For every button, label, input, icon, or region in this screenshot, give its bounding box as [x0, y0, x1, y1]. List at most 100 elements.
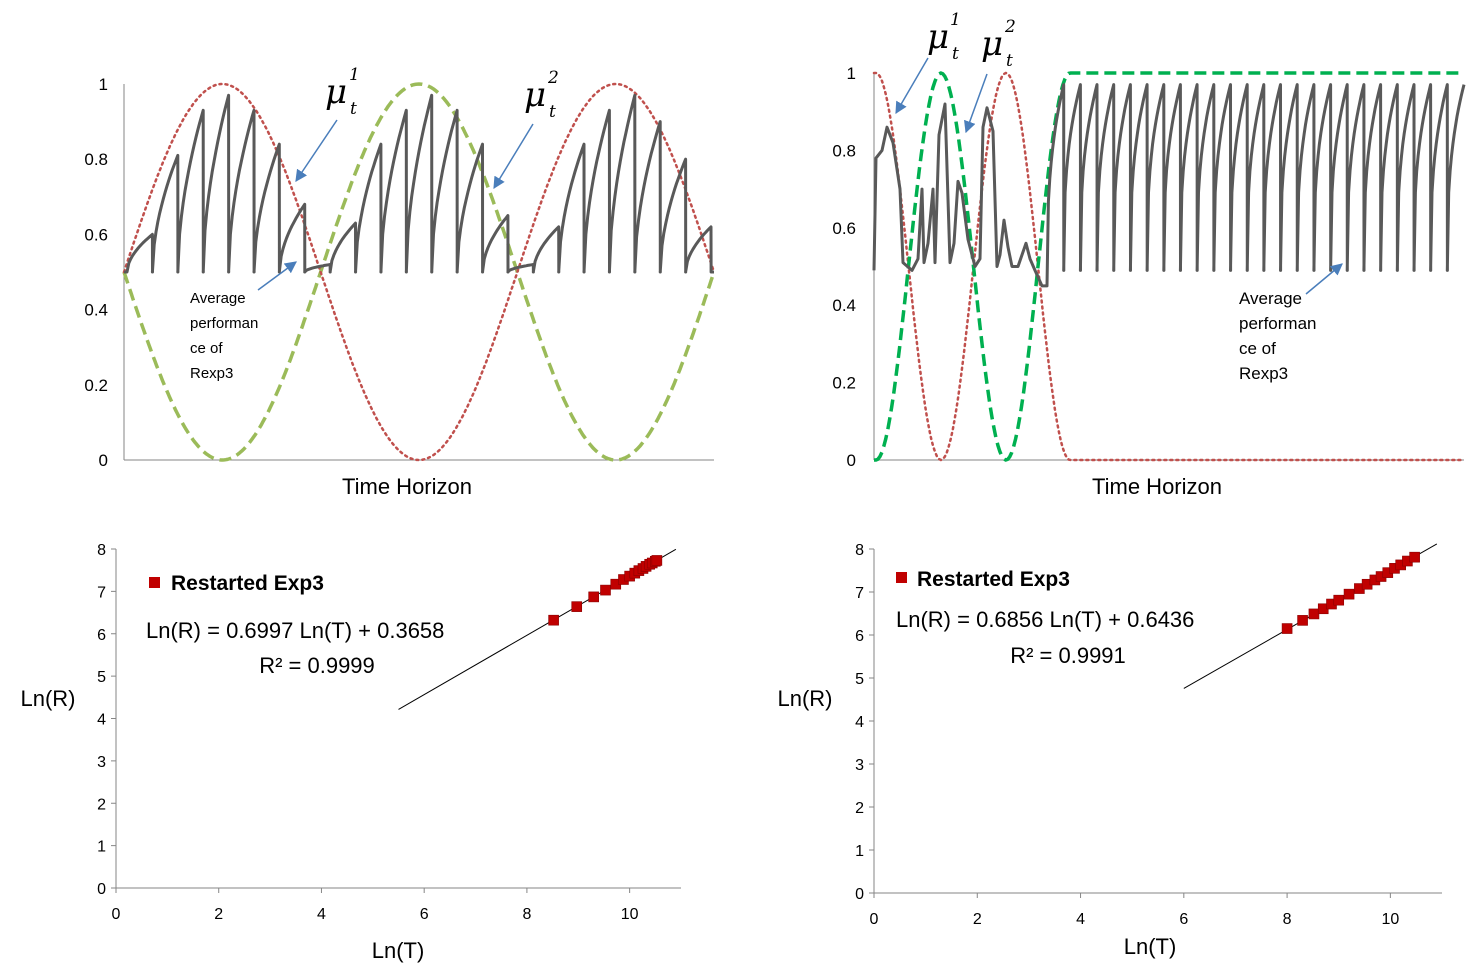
chart-top-right: 00.20.40.60.81 Time Horizon μ t 1 μ t 2 …	[832, 10, 1466, 499]
y-tick-label: 8	[855, 542, 864, 559]
svg-text:Rexp3: Rexp3	[1239, 364, 1288, 383]
svg-text:1: 1	[349, 65, 360, 85]
x-tick-label: 4	[1076, 911, 1085, 928]
y-tick-label: 0.6	[84, 225, 108, 244]
series-mu1-line	[122, 82, 716, 462]
y-axis: 0 0.2 0.4 0.6 0.8 1	[832, 64, 875, 470]
x-axis-label: Time Horizon	[1092, 474, 1222, 499]
y-tick-label: 0.6	[832, 219, 856, 238]
x-tick-label: 10	[1381, 911, 1399, 928]
svg-text:performan: performan	[1239, 314, 1316, 333]
legend-label: Restarted Exp3	[917, 568, 1070, 591]
y-axis-label: Ln(R)	[777, 686, 832, 711]
y-tick-label: 4	[855, 714, 864, 731]
data-point	[600, 584, 611, 596]
average-arrow	[1305, 263, 1343, 295]
data-point	[1308, 608, 1320, 620]
y-tick-label: 6	[97, 627, 106, 644]
legend-label: Restarted Exp3	[171, 572, 324, 595]
svg-text:μ: μ	[981, 24, 1003, 64]
y-tick-label: 2	[97, 796, 106, 813]
x-axis-label: Ln(T)	[372, 938, 425, 963]
y-tick-label: 2	[855, 800, 864, 817]
y-tick-label: 4	[97, 712, 106, 729]
mu1-arrow	[295, 119, 338, 182]
legend-marker	[896, 572, 907, 583]
svg-text:t: t	[1006, 51, 1013, 71]
svg-text:2: 2	[1004, 17, 1016, 37]
r-squared: R² = 0.9999	[259, 653, 375, 678]
x-axis-label: Ln(T)	[1124, 934, 1177, 959]
x-tick-label: 0	[870, 911, 879, 928]
data-point	[1343, 588, 1355, 600]
svg-text:Average: Average	[1239, 289, 1302, 308]
data-point	[1409, 551, 1420, 563]
series-average-line	[872, 83, 1466, 288]
x-tick-label: 8	[522, 906, 531, 923]
mu1-annotation: μ t 1	[325, 65, 360, 119]
x-axis-label: Time Horizon	[342, 474, 472, 499]
svg-text:ce of: ce of	[190, 340, 223, 357]
chart-bottom-left: 0 1 2 3 4 5 6 7 8 0 2 4 6 8 10 Restarted Exp3 Ln(R) = …	[20, 542, 681, 963]
y-tick-label: 0.4	[84, 301, 108, 320]
data-point	[1333, 594, 1345, 606]
y-axis-label: Ln(R)	[20, 686, 75, 711]
svg-text:μ: μ	[524, 75, 546, 115]
r-squared: R² = 0.9991	[1010, 643, 1126, 668]
legend: Restarted Exp3	[896, 568, 1070, 591]
y-tick-label: 0.8	[84, 150, 108, 169]
svg-text:t: t	[952, 44, 959, 64]
data-point	[588, 591, 599, 603]
data-point	[571, 601, 583, 612]
series-mu1-line	[872, 71, 1466, 462]
svg-text:μ: μ	[927, 17, 949, 57]
y-tick-label: 3	[855, 757, 864, 774]
data-point	[651, 555, 663, 566]
x-tick-label: 10	[621, 906, 639, 923]
average-annotation: Average performan ce of Rexp3	[1239, 289, 1316, 383]
y-tick-label: 1	[97, 839, 106, 856]
y-tick-label: 0	[847, 451, 856, 470]
y-tick-label: 3	[97, 754, 106, 771]
mu2-annotation: μ t 2	[981, 17, 1016, 71]
y-tick-label: 5	[97, 669, 106, 686]
svg-text:performan: performan	[190, 315, 258, 332]
y-tick-label: 8	[97, 542, 106, 559]
series-average-line	[124, 93, 714, 274]
mu2-arrow	[964, 73, 988, 134]
x-tick-label: 8	[1283, 911, 1292, 928]
y-tick-label: 0	[855, 886, 864, 903]
y-tick-label: 0.8	[832, 141, 856, 160]
y-tick-label: 7	[855, 585, 864, 602]
mu2-annotation: μ t 2	[524, 68, 559, 122]
data-point	[1281, 623, 1293, 634]
x-tick-label: 6	[420, 906, 429, 923]
y-axis: 0 0.2 0.4 0.6 0.8 1	[84, 75, 125, 470]
average-annotation: Average performan ce of Rexp3	[190, 290, 258, 382]
y-tick-label: 0	[97, 881, 106, 898]
y-tick-label: 0.2	[84, 376, 108, 395]
svg-text:Average: Average	[190, 290, 246, 307]
x-tick-label: 4	[317, 906, 326, 923]
svg-text:2: 2	[547, 68, 559, 88]
series-mu2-line	[122, 82, 716, 462]
y-tick-label: 6	[855, 628, 864, 645]
y-tick-label: 0	[99, 451, 108, 470]
y-tick-label: 7	[97, 584, 106, 601]
y-tick-label: 1	[99, 75, 108, 94]
svg-text:Rexp3: Rexp3	[190, 365, 233, 382]
chart-top-left: 00.20.40.60.81 Time Horizon μ t 1 μ t 2 …	[84, 65, 716, 499]
x-tick-label: 2	[214, 906, 223, 923]
x-tick-label: 6	[1179, 911, 1188, 928]
y-tick-label: 5	[855, 671, 864, 688]
svg-text:t: t	[549, 102, 556, 122]
x-tick-label: 2	[973, 911, 982, 928]
mu1-annotation: μ t 1	[927, 10, 961, 64]
trendline-equation: Ln(R) = 0.6856 Ln(T) + 0.6436	[896, 607, 1194, 632]
data-point	[548, 614, 559, 626]
legend: Restarted Exp3	[149, 572, 324, 595]
x-tick-label: 0	[112, 906, 121, 923]
y-tick-label: 1	[855, 843, 864, 860]
y-tick-label: 1	[847, 64, 856, 83]
